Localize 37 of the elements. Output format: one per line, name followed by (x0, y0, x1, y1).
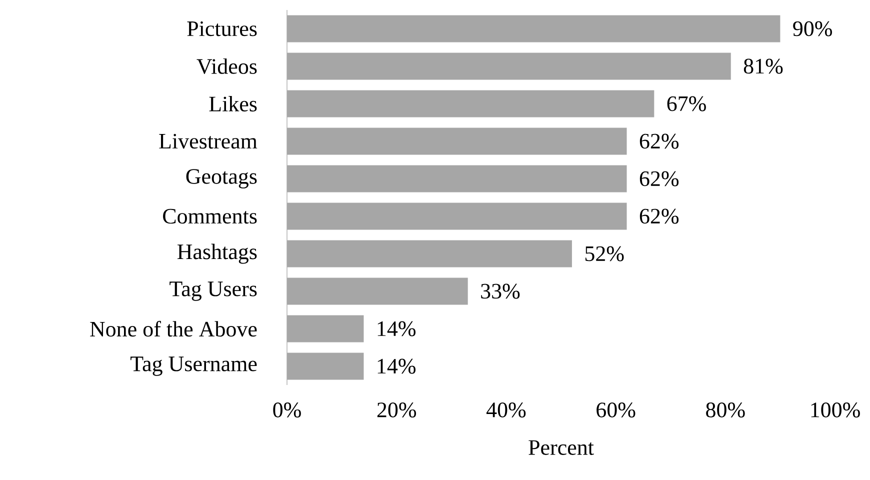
bar (287, 15, 780, 42)
bar (287, 52, 731, 80)
data-label: 81% (744, 58, 783, 74)
bar (287, 315, 364, 342)
y-tick-label: Videos (196, 58, 257, 74)
data-label: 62% (640, 171, 679, 186)
x-tick-label: 100% (811, 402, 860, 418)
data-label: 14% (378, 358, 416, 374)
x-axis-title: Percent (528, 440, 594, 455)
x-tick-label: 0% (273, 402, 301, 418)
data-label: 52% (585, 246, 624, 262)
bar (287, 278, 468, 305)
x-tick-label: 40% (486, 402, 526, 418)
y-tick-label: Tag Users (170, 282, 257, 301)
bar (287, 240, 572, 268)
bar (287, 165, 627, 192)
x-tick-label: 80% (706, 402, 745, 418)
data-label: 62% (640, 134, 679, 149)
bar (287, 202, 627, 230)
data-label: 14% (378, 321, 416, 336)
y-tick-label: Geotags (186, 169, 257, 188)
y-tick-label: None of the Above (90, 320, 257, 337)
data-label: 33% (481, 284, 520, 299)
data-label: 90% (793, 21, 832, 36)
x-tick-label: 60% (596, 402, 636, 418)
y-tick-label: Livestream (159, 134, 258, 149)
y-tick-label: Likes (209, 96, 257, 112)
bar (287, 90, 654, 118)
bar (287, 128, 627, 155)
y-tick-label: Comments (163, 208, 257, 224)
bar (287, 352, 364, 380)
x-tick-label: 20% (377, 402, 416, 418)
data-label: 67% (667, 96, 706, 112)
y-tick-label: Pictures (187, 21, 257, 36)
y-tick-label: Tag Username (130, 356, 257, 376)
data-label: 62% (640, 208, 679, 224)
y-tick-label: Hashtags (177, 244, 257, 264)
